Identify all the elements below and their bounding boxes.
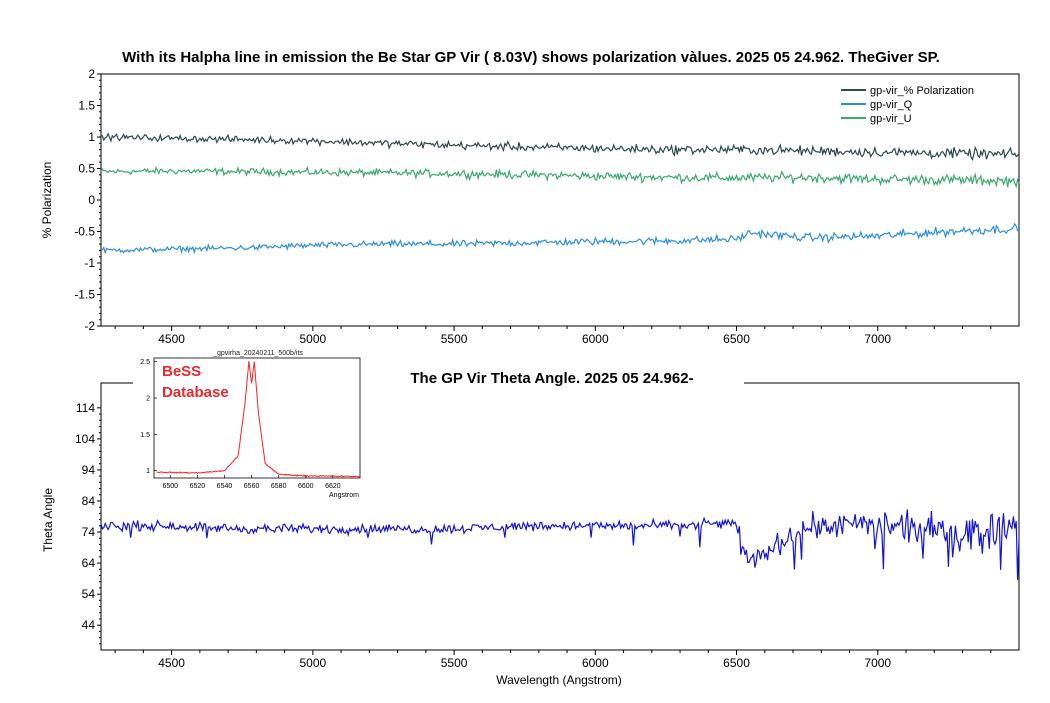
inset-chart: _gpvirha_20240211_500b/its 2.5 2 1.5 1 6500… [133, 344, 365, 502]
bottom-x-tick-label: 5000 [299, 656, 326, 670]
legend-label-polarization: gp-vir_% Polarization [870, 85, 974, 97]
inset-series-group [156, 361, 361, 478]
inset-x-tick-label: 6560 [244, 483, 260, 490]
q-series-line [100, 222, 1020, 255]
bottom-y-tick-label: 104 [75, 432, 95, 446]
top-legend: gp-vir_% Polarization gp-vir_Q gp-vir_U [841, 85, 974, 125]
inset-y-tick-label: 2 [146, 396, 150, 403]
top-x-ticks: 4500 5000 5500 6000 6500 7000 [114, 326, 992, 346]
inset-logo-bess: BeSS [162, 363, 201, 380]
inset-x-tick-label: 6620 [325, 483, 341, 490]
top-y-tick-label: 1 [88, 130, 95, 144]
bottom-y-tick-label: 94 [82, 463, 96, 477]
top-y-tick-label: -0.5 [74, 225, 95, 239]
inset-x-tick-label: 6580 [271, 483, 287, 490]
inset-x-tick-label: 6520 [190, 483, 206, 490]
bottom-x-tick-label: 6000 [582, 656, 609, 670]
top-chart-title: With its Halpha line in emission the Be … [122, 49, 940, 66]
bottom-y-axis-label: Theta Angle [41, 488, 55, 552]
top-x-tick-label: 7000 [864, 332, 891, 346]
bottom-x-tick-label: 6500 [723, 656, 750, 670]
bottom-x-tick-label: 5500 [441, 656, 468, 670]
top-series-group [100, 132, 1020, 255]
bottom-x-tick-label: 7000 [864, 656, 891, 670]
top-y-ticks: 2 1.5 1 0.5 0 -0.5 -1 -1.5 -2 [74, 67, 101, 333]
top-x-tick-label: 5000 [299, 332, 326, 346]
bottom-title-background [362, 365, 744, 389]
u-series-line [100, 165, 1020, 189]
bottom-y-tick-label: 84 [82, 494, 96, 508]
top-x-tick-label: 6500 [723, 332, 750, 346]
inset-y-ticks: 2.5 2 1.5 1 [140, 359, 157, 475]
bottom-x-tick-label: 4500 [158, 656, 185, 670]
inset-y-tick-label: 1 [146, 468, 150, 475]
inset-x-tick-label: 6540 [217, 483, 233, 490]
bottom-y-tick-label: 54 [82, 587, 96, 601]
polarization-series-line [100, 132, 1020, 162]
bottom-y-ticks: 114 104 94 84 74 64 54 44 [75, 401, 101, 645]
bottom-y-tick-label: 114 [76, 401, 95, 415]
top-y-tick-label: -1.5 [74, 288, 95, 302]
inset-x-tick-label: 6600 [298, 483, 314, 490]
legend-label-q: gp-vir_Q [870, 99, 913, 111]
legend-label-u: gp-vir_U [870, 113, 912, 125]
inset-logo-database: Database [162, 384, 229, 401]
inset-y-tick-label: 1.5 [140, 432, 150, 439]
inset-x-axis-label: Angstrom [329, 492, 359, 499]
top-y-tick-label: -2 [84, 319, 95, 333]
inset-halpha-line [156, 361, 361, 478]
top-x-tick-label: 4500 [158, 332, 185, 346]
inset-plot-frame [153, 357, 361, 479]
top-y-tick-label: -1 [84, 256, 95, 270]
top-y-axis-label: % Polarization [40, 162, 54, 239]
bottom-y-tick-label: 74 [82, 525, 96, 539]
inset-x-tick-label: 6500 [162, 483, 178, 490]
theta-series-line [100, 509, 1020, 580]
bottom-y-tick-label: 64 [82, 556, 96, 570]
top-y-tick-label: 0.5 [78, 162, 95, 176]
bottom-series-group [100, 509, 1020, 580]
top-x-tick-label: 5500 [441, 332, 468, 346]
inset-y-tick-label: 2.5 [140, 359, 150, 366]
top-x-tick-label: 6000 [582, 332, 609, 346]
inset-title: _gpvirha_20240211_500b/its [212, 350, 303, 357]
bottom-x-ticks: 4500 5000 5500 6000 6500 7000 [114, 650, 992, 670]
bottom-y-tick-label: 44 [82, 618, 96, 632]
bottom-x-axis-label: Wavelength (Angstrom) [496, 673, 622, 687]
top-y-tick-label: 2 [88, 67, 95, 81]
top-y-tick-label: 1.5 [78, 99, 95, 113]
bottom-chart-title: The GP Vir Theta Angle. 2025 05 24.962- [410, 370, 693, 387]
top-y-tick-label: 0 [88, 193, 95, 207]
